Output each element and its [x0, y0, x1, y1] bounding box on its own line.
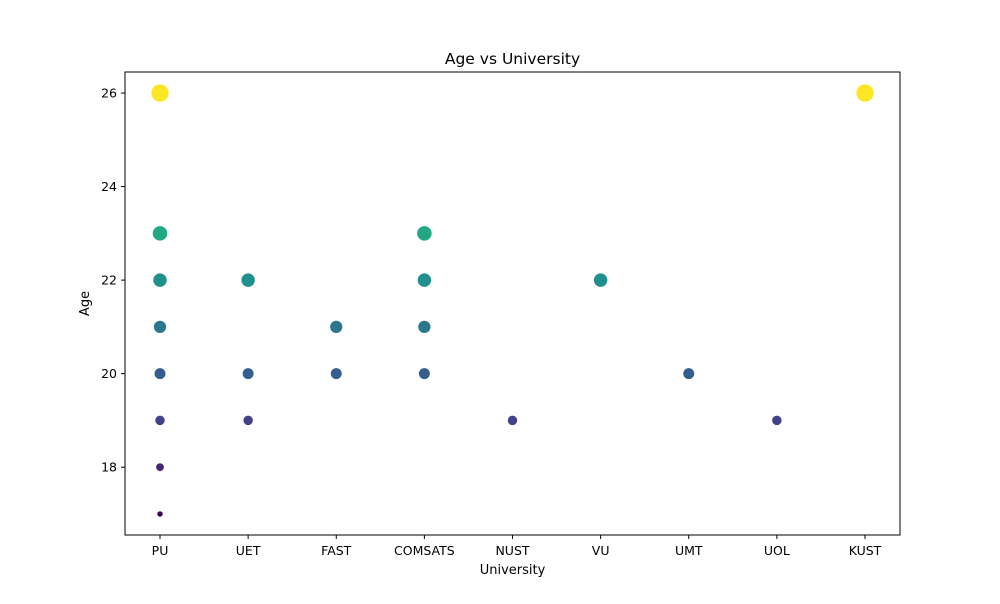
data-point	[418, 320, 431, 334]
data-point	[153, 273, 167, 287]
x-tick-label: COMSATS	[394, 543, 455, 558]
data-point	[151, 84, 169, 102]
data-point	[683, 368, 695, 380]
x-axis-label: University	[480, 563, 546, 578]
x-tick-label: PU	[152, 543, 169, 558]
x-tick-label: UOL	[764, 543, 790, 558]
data-point	[152, 226, 168, 241]
data-point	[418, 368, 430, 380]
data-point	[856, 84, 874, 102]
y-axis-label: Age	[78, 291, 93, 316]
data-point	[243, 415, 253, 426]
x-tick-label: NUST	[495, 543, 529, 558]
x-tick-label: UMT	[675, 543, 703, 558]
y-axis-ticks: 18 20 22 24 26	[101, 86, 125, 475]
data-point	[155, 415, 165, 426]
data-point	[772, 415, 782, 426]
data-point	[507, 415, 518, 426]
y-tick-label: 18	[101, 460, 117, 475]
data-point	[330, 368, 342, 380]
data-point	[330, 320, 343, 334]
chart-title: Age vs University	[445, 50, 580, 68]
data-point	[241, 273, 255, 287]
y-tick-label: 24	[101, 179, 117, 194]
y-tick-label: 20	[101, 366, 117, 381]
data-point	[157, 511, 163, 517]
data-point	[593, 273, 608, 287]
x-axis-ticks: PU UET FAST COMSATS NUST VU UMT UOL KUST	[152, 535, 882, 558]
data-point	[156, 463, 164, 472]
x-tick-label: FAST	[321, 543, 352, 558]
data-point	[154, 368, 166, 380]
points-layer	[151, 84, 874, 517]
plot-frame	[124, 71, 901, 536]
x-tick-label: KUST	[849, 543, 882, 558]
data-point	[153, 320, 167, 334]
data-point	[242, 368, 254, 380]
data-point	[417, 226, 432, 241]
x-tick-label: VU	[592, 543, 610, 558]
x-tick-label: UET	[236, 543, 261, 558]
y-tick-label: 22	[101, 273, 117, 288]
data-point	[417, 273, 432, 287]
y-tick-label: 26	[101, 86, 117, 101]
